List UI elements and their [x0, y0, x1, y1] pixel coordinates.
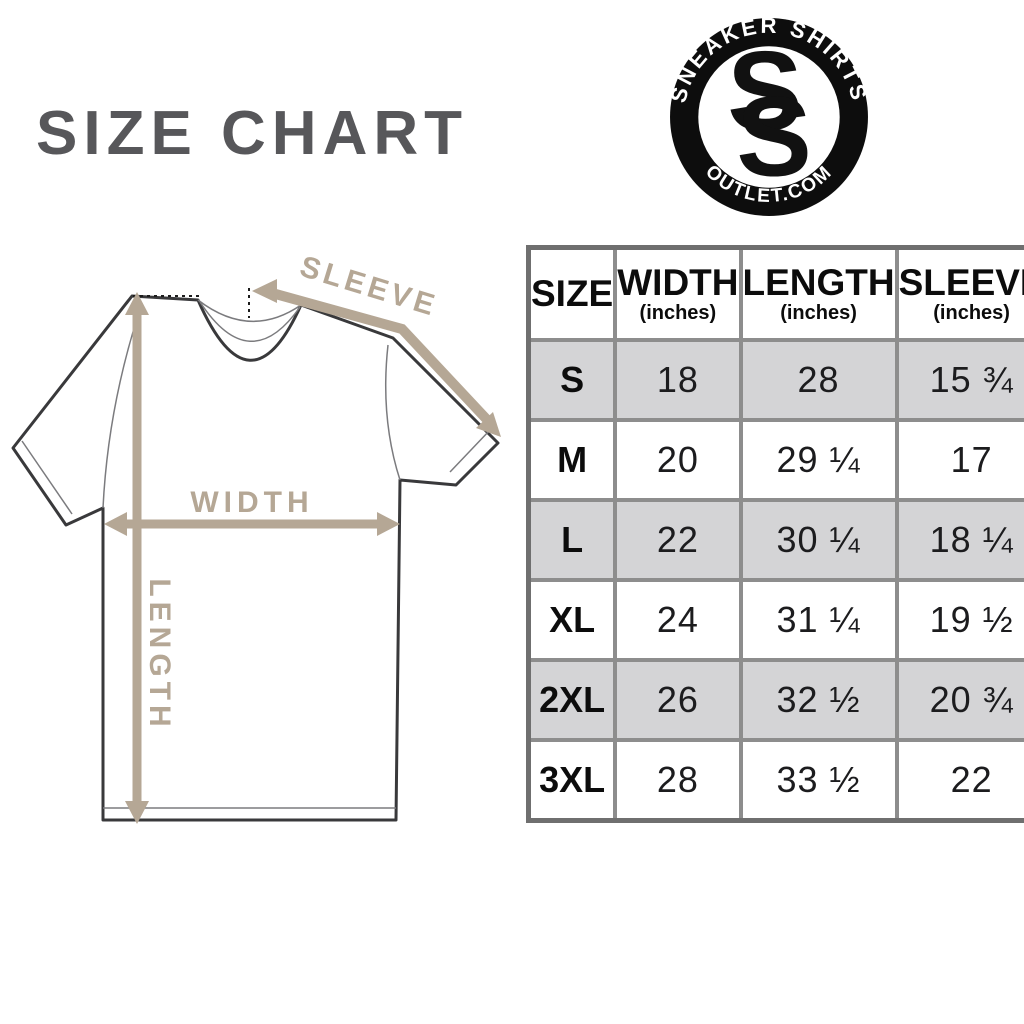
logo-inner-circle	[698, 46, 840, 188]
size-label: XL	[526, 578, 618, 662]
table-row-l: L 22 30 ¼ 18 ¼	[526, 498, 1024, 582]
collar-detail-lines	[197, 299, 302, 342]
length-value: 31 ¼	[738, 578, 899, 662]
table-row-xl: XL 24 31 ¼ 19 ½	[526, 578, 1024, 662]
sleeve-value: 19 ½	[894, 578, 1024, 662]
size-label: 2XL	[526, 658, 618, 742]
table-header-row: SIZE WIDTH (inches) LENGTH (inches) SLEE…	[526, 245, 1024, 342]
width-arrow-label: WIDTH	[190, 486, 313, 519]
col-header-width: WIDTH (inches)	[613, 245, 743, 342]
size-table: SIZE WIDTH (inches) LENGTH (inches) SLEE…	[526, 245, 1024, 823]
sleeve-value: 18 ¼	[894, 498, 1024, 582]
svg-text:S: S	[727, 28, 802, 154]
width-value: 26	[613, 658, 743, 742]
col-header-sleeve: SLEEVE (inches)	[894, 245, 1024, 342]
col-header-length: LENGTH (inches)	[738, 245, 899, 342]
sleeve-value: 15 ¾	[894, 338, 1024, 422]
length-value: 29 ¼	[738, 418, 899, 502]
size-label: M	[526, 418, 618, 502]
sleeve-value: 22	[894, 738, 1024, 823]
size-label: L	[526, 498, 618, 582]
dotted-reference-lines	[133, 288, 250, 318]
sleeve-value: 17	[894, 418, 1024, 502]
tshirt-measure-diagram: SLEEVE WIDTH LENGTH	[11, 250, 501, 824]
width-value: 22	[613, 498, 743, 582]
table-row-3xl: 3XL 28 33 ½ 22	[526, 738, 1024, 823]
length-arrow	[125, 292, 149, 824]
table-row-m: M 20 29 ¼ 17	[526, 418, 1024, 502]
brand-logo: SNEAKER SHIRTS OUTLET.COM S S	[668, 16, 869, 216]
col-header-size: SIZE	[526, 245, 618, 342]
tshirt-outline	[11, 294, 500, 822]
table-row-2xl: 2XL 26 32 ½ 20 ¾	[526, 658, 1024, 742]
length-value: 28	[738, 338, 899, 422]
length-value: 32 ½	[738, 658, 899, 742]
size-label: S	[526, 338, 618, 422]
size-label: 3XL	[526, 738, 618, 823]
logo-ss-monogram: S S	[727, 28, 812, 199]
sleeve-arrow	[252, 279, 501, 437]
width-value: 20	[613, 418, 743, 502]
width-value: 28	[613, 738, 743, 823]
size-table-container: SIZE WIDTH (inches) LENGTH (inches) SLEE…	[526, 245, 1024, 823]
length-value: 33 ½	[738, 738, 899, 823]
length-arrow-label: LENGTH	[143, 578, 176, 731]
page-title: SIZE CHART	[36, 99, 468, 168]
sleeve-value: 20 ¾	[894, 658, 1024, 742]
svg-text:S: S	[736, 74, 811, 200]
width-arrow	[104, 512, 400, 536]
width-value: 18	[613, 338, 743, 422]
length-value: 30 ¼	[738, 498, 899, 582]
width-value: 24	[613, 578, 743, 662]
table-row-s: S 18 28 15 ¾	[526, 338, 1024, 422]
